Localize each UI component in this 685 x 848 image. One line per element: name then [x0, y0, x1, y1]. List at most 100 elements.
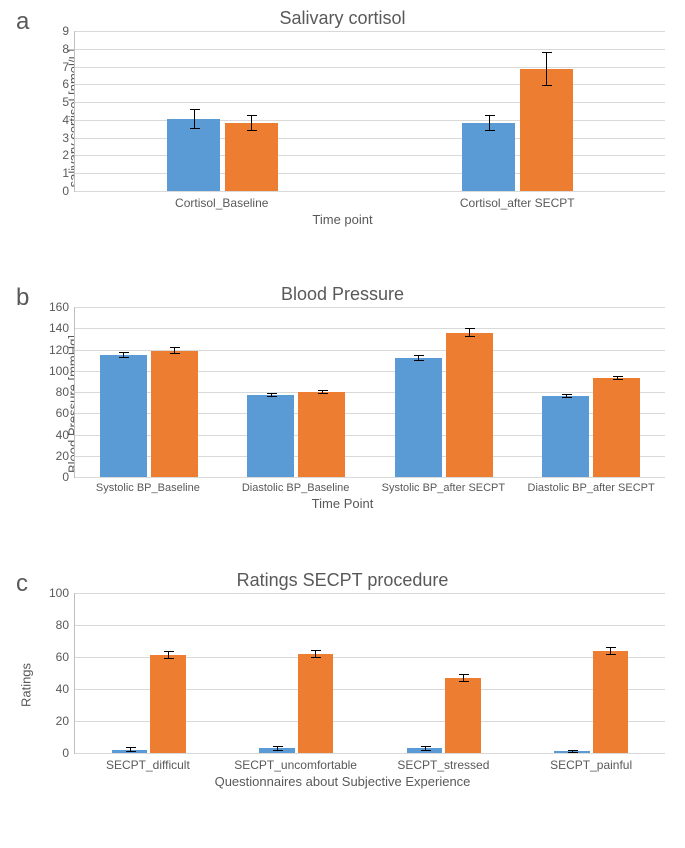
x-axis-title-c: Questionnaires about Subjective Experien… — [10, 774, 675, 789]
gridline — [75, 31, 665, 32]
bar-stress — [150, 655, 185, 753]
x-category-label: SECPT_stressed — [370, 758, 518, 772]
y-tick-label: 2 — [62, 148, 69, 162]
y-tick-label: 20 — [56, 714, 69, 728]
y-tick-label: 4 — [62, 113, 69, 127]
figure-page: a Salivary cortisol Control group Stress… — [0, 0, 685, 848]
y-tick-label: 40 — [56, 682, 69, 696]
gridline — [75, 67, 665, 68]
plot-area-b: 020406080100120140160 — [74, 307, 665, 478]
y-axis-title-c: Ratings — [19, 663, 34, 707]
y-tick-label: 40 — [56, 428, 69, 442]
y-tick-label: 0 — [62, 184, 69, 198]
x-category-label: SECPT_uncomfortable — [222, 758, 370, 772]
panel-b: b Blood Pressure Blood Pressure [mmHg] 0… — [10, 284, 675, 566]
panel-c: c Ratings SECPT procedure Ratings 020406… — [10, 570, 675, 842]
x-category-label: SECPT_painful — [517, 758, 665, 772]
error-bar — [425, 746, 426, 751]
x-category-label: Diastolic BP_after SECPT — [517, 482, 665, 494]
error-bar — [322, 390, 323, 394]
gridline — [75, 173, 665, 174]
bar-control — [167, 119, 220, 191]
y-tick-label: 6 — [62, 77, 69, 91]
bar-stress — [446, 333, 493, 478]
gridline — [75, 155, 665, 156]
x-axis-title-b: Time Point — [10, 496, 675, 511]
gridline — [75, 328, 665, 329]
chart-title-c: Ratings SECPT procedure — [10, 570, 675, 591]
error-bar — [174, 347, 175, 353]
error-bar — [277, 746, 278, 751]
gridline — [75, 625, 665, 626]
chart-title-b: Blood Pressure — [10, 284, 675, 305]
x-category-labels-c: SECPT_difficultSECPT_uncomfortableSECPT_… — [74, 758, 665, 772]
error-bar — [469, 328, 470, 337]
gridline — [75, 49, 665, 50]
y-tick-label: 80 — [56, 618, 69, 632]
error-bar — [418, 355, 419, 361]
plot-area-c: 020406080100 — [74, 593, 665, 754]
bar-stress — [298, 654, 333, 753]
y-tick-label: 3 — [62, 131, 69, 145]
y-tick-label: 5 — [62, 95, 69, 109]
y-tick-label: 0 — [62, 470, 69, 484]
error-bar — [463, 674, 464, 682]
x-category-label: Cortisol_after SECPT — [370, 196, 666, 210]
gridline — [75, 307, 665, 308]
bar-control — [542, 396, 589, 477]
error-bar — [194, 109, 195, 129]
y-tick-label: 60 — [56, 406, 69, 420]
y-tick-label: 0 — [62, 746, 69, 760]
gridline — [75, 477, 665, 478]
x-category-labels-a: Cortisol_BaselineCortisol_after SECPT — [74, 196, 665, 210]
x-category-label: Systolic BP_after SECPT — [370, 482, 518, 494]
bar-stress — [298, 392, 345, 477]
bar-control — [395, 358, 442, 477]
panel-letter-b: b — [16, 284, 29, 312]
x-category-label: SECPT_difficult — [74, 758, 222, 772]
y-tick-label: 120 — [49, 343, 69, 357]
bar-control — [100, 355, 147, 477]
error-bar — [572, 750, 573, 753]
x-category-label: Systolic BP_Baseline — [74, 482, 222, 494]
y-tick-label: 60 — [56, 650, 69, 664]
error-bar — [251, 115, 252, 131]
panel-letter-c: c — [16, 570, 28, 598]
gridline — [75, 84, 665, 85]
error-bar — [489, 115, 490, 131]
error-bar — [130, 747, 131, 752]
bar-control — [462, 123, 515, 191]
gridline — [75, 191, 665, 192]
x-category-label: Diastolic BP_Baseline — [222, 482, 370, 494]
y-tick-label: 9 — [62, 24, 69, 38]
y-tick-label: 80 — [56, 385, 69, 399]
bar-stress — [593, 651, 628, 753]
gridline — [75, 593, 665, 594]
y-tick-label: 100 — [49, 586, 69, 600]
error-bar — [546, 52, 547, 86]
gridline — [75, 138, 665, 139]
y-tick-label: 7 — [62, 60, 69, 74]
bar-control — [247, 395, 294, 477]
error-bar — [610, 647, 611, 655]
bar-stress — [520, 69, 573, 191]
y-tick-label: 160 — [49, 300, 69, 314]
y-tick-label: 100 — [49, 364, 69, 378]
y-tick-label: 20 — [56, 449, 69, 463]
gridline — [75, 753, 665, 754]
chart-title-a: Salivary cortisol — [10, 8, 675, 29]
panel-letter-a: a — [16, 8, 29, 36]
plot-area-a: 0123456789 — [74, 31, 665, 192]
error-bar — [566, 394, 567, 398]
error-bar — [271, 393, 272, 397]
x-axis-title-a: Time point — [10, 212, 675, 227]
bar-stress — [593, 378, 640, 477]
bar-stress — [225, 123, 278, 191]
gridline — [75, 120, 665, 121]
panel-a: a Salivary cortisol Control group Stress… — [10, 8, 675, 280]
gridline — [75, 102, 665, 103]
y-tick-label: 8 — [62, 42, 69, 56]
y-tick-label: 1 — [62, 166, 69, 180]
x-category-label: Cortisol_Baseline — [74, 196, 370, 210]
bar-stress — [151, 351, 198, 477]
